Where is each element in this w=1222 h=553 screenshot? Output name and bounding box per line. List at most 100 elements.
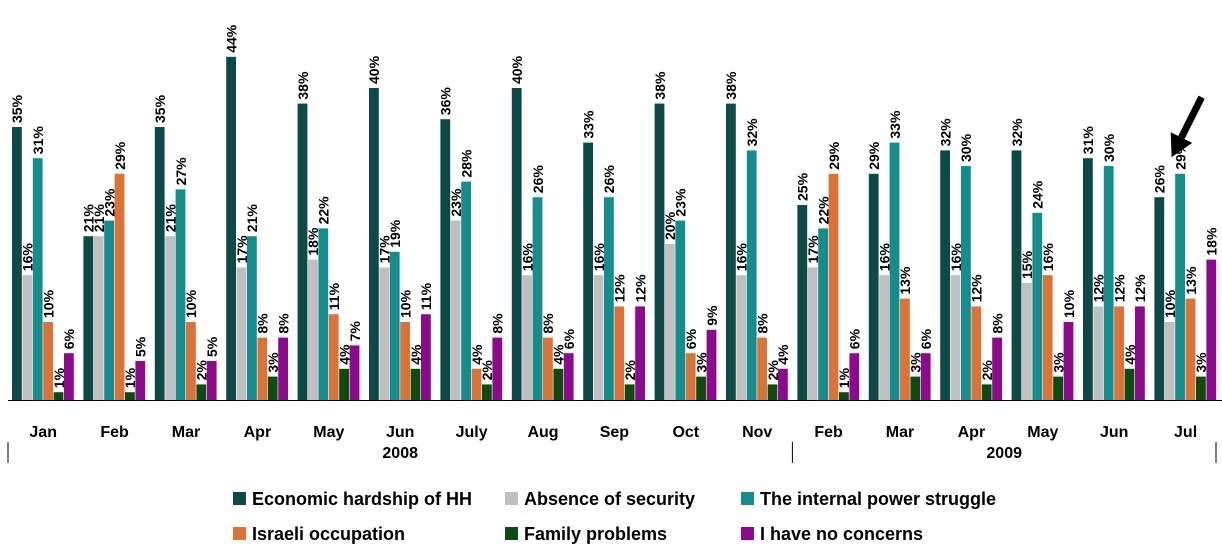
bar-nov-series-4: [767, 384, 778, 400]
bar-oct-series-0: [654, 103, 665, 400]
x-tick-label: Sep: [600, 424, 630, 441]
x-tick-label: July: [456, 424, 488, 441]
bar-apr-series-1: [950, 275, 961, 400]
legend-swatch: [233, 527, 246, 540]
x-tick-label: Oct: [672, 424, 699, 441]
value-label: 13%: [1183, 266, 1199, 295]
bar-apr-series-4: [267, 376, 278, 400]
bar-may-series-4: [1053, 376, 1063, 400]
legend-label: The internal power struggle: [760, 489, 996, 509]
bar-jun-series-3: [1114, 306, 1124, 400]
value-label: 30%: [958, 133, 974, 162]
x-tick-label: May: [313, 424, 344, 441]
bar-jul-series-1: [1164, 322, 1175, 400]
bar-oct-series-3: [685, 353, 696, 400]
x-tick-label: Nov: [742, 424, 772, 441]
bar-jun-series-2: [1103, 166, 1114, 400]
value-label: 17%: [377, 235, 393, 264]
value-label: 10%: [40, 289, 56, 318]
x-tick-label: Feb: [814, 424, 843, 441]
bar-may-series-3: [328, 314, 339, 400]
bar-jan-series-2: [32, 158, 43, 400]
value-label: 12%: [1111, 274, 1127, 303]
value-label: 4%: [775, 344, 791, 365]
bar-jun-series-1: [379, 267, 390, 400]
bar-mar-series-4: [196, 384, 207, 400]
value-label: 2%: [765, 360, 781, 381]
bar-jun-series-4: [1124, 368, 1135, 400]
value-label: 1%: [122, 367, 138, 388]
value-label: 29%: [112, 141, 128, 170]
value-label: 38%: [652, 71, 668, 100]
value-label: 32%: [937, 118, 953, 147]
value-label: 22%: [815, 196, 831, 225]
value-label: 4%: [551, 344, 567, 365]
legend-swatch: [505, 527, 518, 540]
value-label: 6%: [918, 328, 934, 349]
value-label: 8%: [989, 313, 1005, 334]
bar-nov-series-3: [757, 337, 767, 400]
value-label: 19%: [387, 219, 403, 248]
value-label: 17%: [805, 235, 821, 264]
bar-feb-series-2: [818, 228, 828, 400]
bar-may-series-1: [308, 259, 318, 400]
legend-label: Economic hardship of HH: [252, 489, 472, 509]
value-label: 18%: [1204, 227, 1220, 256]
value-label: 10%: [183, 289, 199, 318]
legend-swatch: [741, 492, 754, 505]
value-label: 15%: [1019, 250, 1035, 279]
arrow-head-icon: [1170, 132, 1193, 158]
bar-sep-series-3: [614, 306, 625, 400]
value-label: 26%: [530, 165, 546, 194]
x-tick-label: Jun: [386, 424, 414, 441]
x-tick-label: Aug: [527, 424, 558, 441]
bar-july-series-4: [482, 384, 492, 400]
value-label: 40%: [509, 55, 525, 84]
bar-jun-series-3: [400, 322, 410, 400]
value-label: 8%: [490, 313, 506, 334]
x-tick-label: Apr: [958, 424, 986, 441]
year-label: 2009: [986, 445, 1022, 462]
bar-mar-series-2: [175, 189, 186, 400]
legend-swatch: [505, 492, 518, 505]
bar-jun-series-2: [389, 251, 400, 400]
value-label: 10%: [1162, 289, 1178, 318]
bar-sep-series-4: [624, 384, 635, 400]
bar-may-series-5: [1063, 322, 1074, 400]
value-label: 13%: [897, 266, 913, 295]
value-label: 8%: [754, 313, 770, 334]
bar-apr-series-2: [247, 236, 257, 400]
bar-jul-series-5: [1206, 259, 1217, 400]
value-label: 8%: [255, 313, 271, 334]
bar-mar-series-5: [920, 353, 931, 400]
value-label: 26%: [601, 165, 617, 194]
bar-may-series-5: [349, 345, 360, 400]
value-label: 29%: [826, 141, 842, 170]
bar-jul-series-0: [1154, 197, 1165, 400]
bar-jun-series-4: [410, 368, 421, 400]
bar-nov-series-0: [726, 103, 736, 400]
bar-may-series-4: [339, 368, 349, 400]
legend-swatch: [233, 492, 246, 505]
bar-mar-series-1: [879, 275, 889, 400]
value-label: 21%: [91, 204, 107, 233]
value-label: 26%: [1152, 165, 1168, 194]
value-label: 16%: [519, 243, 535, 272]
bar-jun-series-0: [369, 88, 379, 400]
bar-sep-series-1: [593, 275, 604, 400]
x-tick-label: Jun: [1100, 424, 1128, 441]
bar-jan-series-5: [64, 353, 74, 400]
bar-jun-series-1: [1093, 306, 1104, 400]
value-label: 27%: [173, 157, 189, 186]
value-label: 3%: [265, 352, 281, 373]
bar-mar-series-4: [910, 376, 921, 400]
value-label: 3%: [1050, 352, 1066, 373]
value-label: 12%: [1091, 274, 1107, 303]
bar-layer: [12, 56, 1217, 401]
bar-aug-series-2: [532, 197, 543, 400]
value-label: 35%: [9, 94, 25, 123]
x-tick-label: Apr: [244, 424, 272, 441]
value-label: 4%: [336, 344, 352, 365]
legend-label: Absence of security: [524, 489, 695, 509]
